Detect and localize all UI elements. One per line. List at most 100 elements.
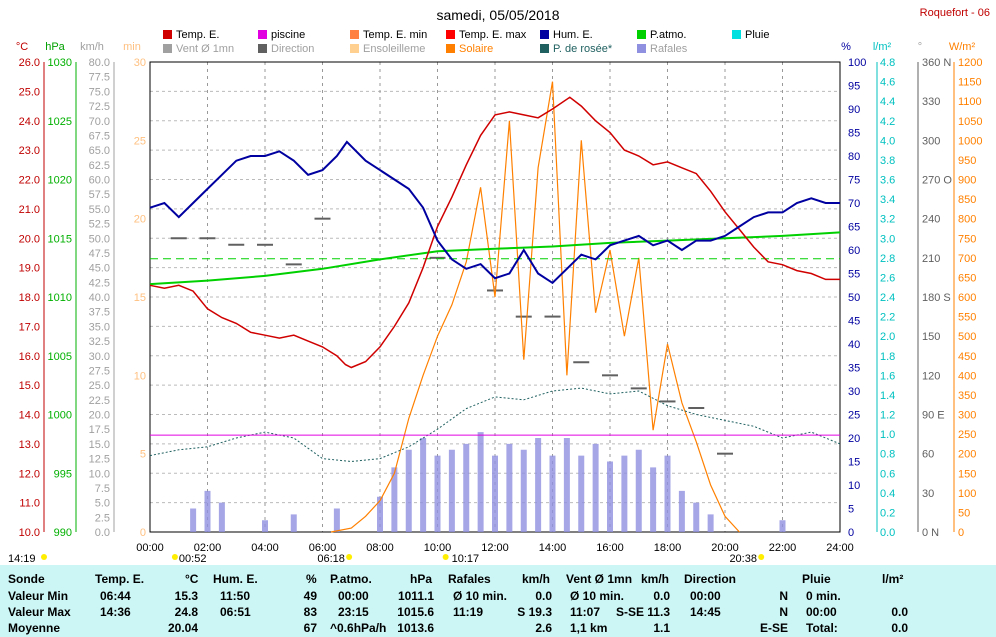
header-temp-unit: °C	[185, 572, 199, 586]
wind-tick-label: 77.5	[89, 72, 110, 84]
wind-tick-label: 65.0	[89, 145, 110, 157]
rain-tick-label: 2.4	[880, 292, 895, 304]
temp-tick-label: 25.0	[19, 86, 40, 98]
gust-bar	[506, 443, 513, 532]
cell-wind-time: 11:07	[570, 605, 601, 619]
legend-label: Temp. E. max	[459, 29, 527, 41]
legend-swatch	[446, 44, 455, 53]
cell-dir-time: 00:00	[690, 589, 721, 603]
gust-bar	[607, 461, 613, 532]
wind-tick-label: 7.5	[95, 483, 110, 495]
temp-tick-label: 21.0	[19, 204, 40, 216]
cell-wind-time: 1,1 km	[570, 621, 608, 635]
gust-bar	[563, 438, 570, 532]
wind-tick-label: 45.0	[89, 263, 110, 275]
axis-unit: °C	[16, 41, 28, 53]
axis-unit: °	[918, 41, 922, 53]
legend-label: P.atmo.	[650, 29, 687, 41]
cell-press-time: 00:00	[338, 589, 369, 603]
cell-wind-val: S-SE 11.3	[615, 605, 670, 619]
gust-bar	[262, 520, 268, 532]
legend-label: Solaire	[459, 43, 493, 55]
rain-tick-label: 1.6	[880, 370, 895, 382]
wind-tick-label: 55.0	[89, 204, 110, 216]
cell-dir-val: N	[779, 605, 788, 619]
cell-dir-val: E-SE	[759, 621, 788, 635]
row-label: Moyenne	[8, 621, 61, 635]
wind-tick-label: 72.5	[89, 101, 110, 113]
cell-wind-val: 0.0	[653, 589, 670, 603]
rain-tick-label: 3.4	[880, 194, 895, 206]
rain-tick-label: 4.8	[880, 57, 895, 69]
legend-swatch	[350, 30, 359, 39]
direction-tick-label: 210	[922, 253, 940, 265]
solar-tick-label: 550	[958, 312, 976, 324]
header-hum-unit: %	[306, 572, 317, 586]
humidity-tick-label: 5	[848, 504, 854, 516]
wind-tick-label: 30.0	[89, 351, 110, 363]
solar-noon-icon	[442, 554, 449, 560]
rain-tick-label: 1.2	[880, 410, 895, 422]
gust-bar	[664, 455, 671, 532]
gust-bar	[520, 449, 527, 532]
temp-tick-label: 17.0	[19, 321, 40, 333]
humidity-tick-label: 40	[848, 339, 860, 351]
gust-bar	[549, 455, 556, 532]
time-tick-label: 12:00	[481, 542, 509, 554]
gust-bar	[405, 449, 412, 532]
header-temp: Temp. E.	[95, 572, 145, 586]
wind-tick-label: 40.0	[89, 292, 110, 304]
solar-tick-label: 1050	[958, 116, 982, 128]
series-line	[149, 231, 841, 286]
direction-tick-label: 30	[922, 488, 934, 500]
cell-dir-val: N	[779, 589, 788, 603]
time-tick-label: 00:00	[136, 542, 164, 554]
y-axes: 26.0 25.0 24.0 23.0 22.0 21.0 20.0 19.0 18.0 17.0…	[19, 57, 983, 539]
solar-tick-label: 600	[958, 292, 976, 304]
cell-hum-val: 49	[303, 589, 317, 603]
axis-unit: km/h	[80, 41, 104, 53]
temp-tick-label: 20.0	[19, 233, 40, 245]
time-tick-label: 16:00	[596, 542, 624, 554]
pressure-tick-label: 1015	[48, 233, 72, 245]
gust-bar	[377, 496, 383, 532]
rain-tick-label: 3.2	[880, 214, 895, 226]
rain-tick-label: 2.8	[880, 253, 895, 265]
wind-tick-label: 35.0	[89, 321, 110, 333]
temp-tick-label: 10.0	[19, 527, 40, 539]
legend-swatch	[732, 30, 741, 39]
temp-tick-label: 13.0	[19, 439, 40, 451]
header-rain-unit: l/m²	[882, 572, 904, 586]
legend-label: Direction	[271, 43, 314, 55]
pressure-tick-label: 995	[54, 468, 72, 480]
legend-swatch	[258, 44, 267, 53]
legend-swatch	[350, 44, 359, 53]
time-tick-label: 24:00	[826, 542, 854, 554]
solar-tick-label: 650	[958, 272, 976, 284]
rain-tick-label: 2.6	[880, 272, 895, 284]
rain-tick-label: 4.2	[880, 116, 895, 128]
solar-tick-label: 50	[958, 507, 970, 519]
legend-swatch	[637, 30, 646, 39]
header-sonde: Sonde	[8, 572, 45, 586]
temp-tick-label: 23.0	[19, 145, 40, 157]
humidity-tick-label: 90	[848, 104, 860, 116]
solar-tick-label: 1100	[958, 96, 982, 108]
wind-tick-label: 42.5	[89, 277, 110, 289]
solar-tick-label: 850	[958, 194, 976, 206]
weather-chart: samedi, 05/05/2018 Roquefort - 06 Temp. …	[8, 7, 990, 565]
direction-tick-label: 60	[922, 449, 934, 461]
humidity-tick-label: 20	[848, 433, 860, 445]
solar-tick-label: 300	[958, 410, 976, 422]
pressure-tick-label: 1030	[48, 57, 72, 69]
solar-tick-label: 1150	[958, 77, 982, 89]
temp-tick-label: 24.0	[19, 116, 40, 128]
solar-tick-label: 800	[958, 214, 976, 226]
wind-tick-label: 2.5	[95, 512, 110, 524]
gust-bar	[391, 467, 398, 532]
pressure-tick-label: 1025	[48, 116, 72, 128]
cell-press-time: 23:15	[338, 605, 369, 619]
solar-tick-label: 150	[958, 468, 976, 480]
gust-bar	[678, 490, 685, 532]
gust-bar	[218, 502, 225, 532]
